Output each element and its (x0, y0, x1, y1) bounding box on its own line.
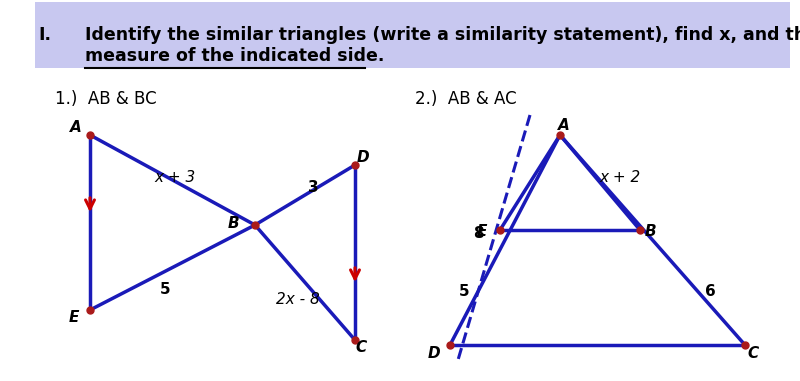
Text: E: E (477, 224, 487, 240)
Text: D: D (428, 346, 440, 360)
Text: 2.)  AB & AC: 2.) AB & AC (415, 90, 517, 108)
Text: 8: 8 (473, 226, 483, 240)
Text: 1.)  AB & BC: 1.) AB & BC (55, 90, 157, 108)
Text: E: E (69, 311, 79, 325)
Text: 5: 5 (458, 285, 470, 299)
Text: 6: 6 (705, 285, 715, 299)
Text: 2x - 8: 2x - 8 (276, 293, 320, 307)
Text: 3: 3 (308, 181, 318, 195)
Text: B: B (644, 224, 656, 240)
Text: measure of the indicated side.: measure of the indicated side. (85, 47, 384, 65)
Text: C: C (747, 346, 758, 360)
Text: x + 2: x + 2 (599, 171, 641, 186)
Text: Identify the similar triangles (write a similarity statement), find x, and the: Identify the similar triangles (write a … (85, 26, 800, 44)
Text: A: A (558, 117, 570, 133)
Text: 5: 5 (160, 282, 170, 298)
Bar (35, 2, 790, 68)
Text: A: A (70, 120, 82, 134)
Text: D: D (357, 149, 370, 165)
Text: B: B (227, 216, 239, 231)
Text: I.: I. (38, 26, 51, 44)
Text: C: C (355, 341, 366, 355)
Text: x + 3: x + 3 (154, 171, 196, 186)
